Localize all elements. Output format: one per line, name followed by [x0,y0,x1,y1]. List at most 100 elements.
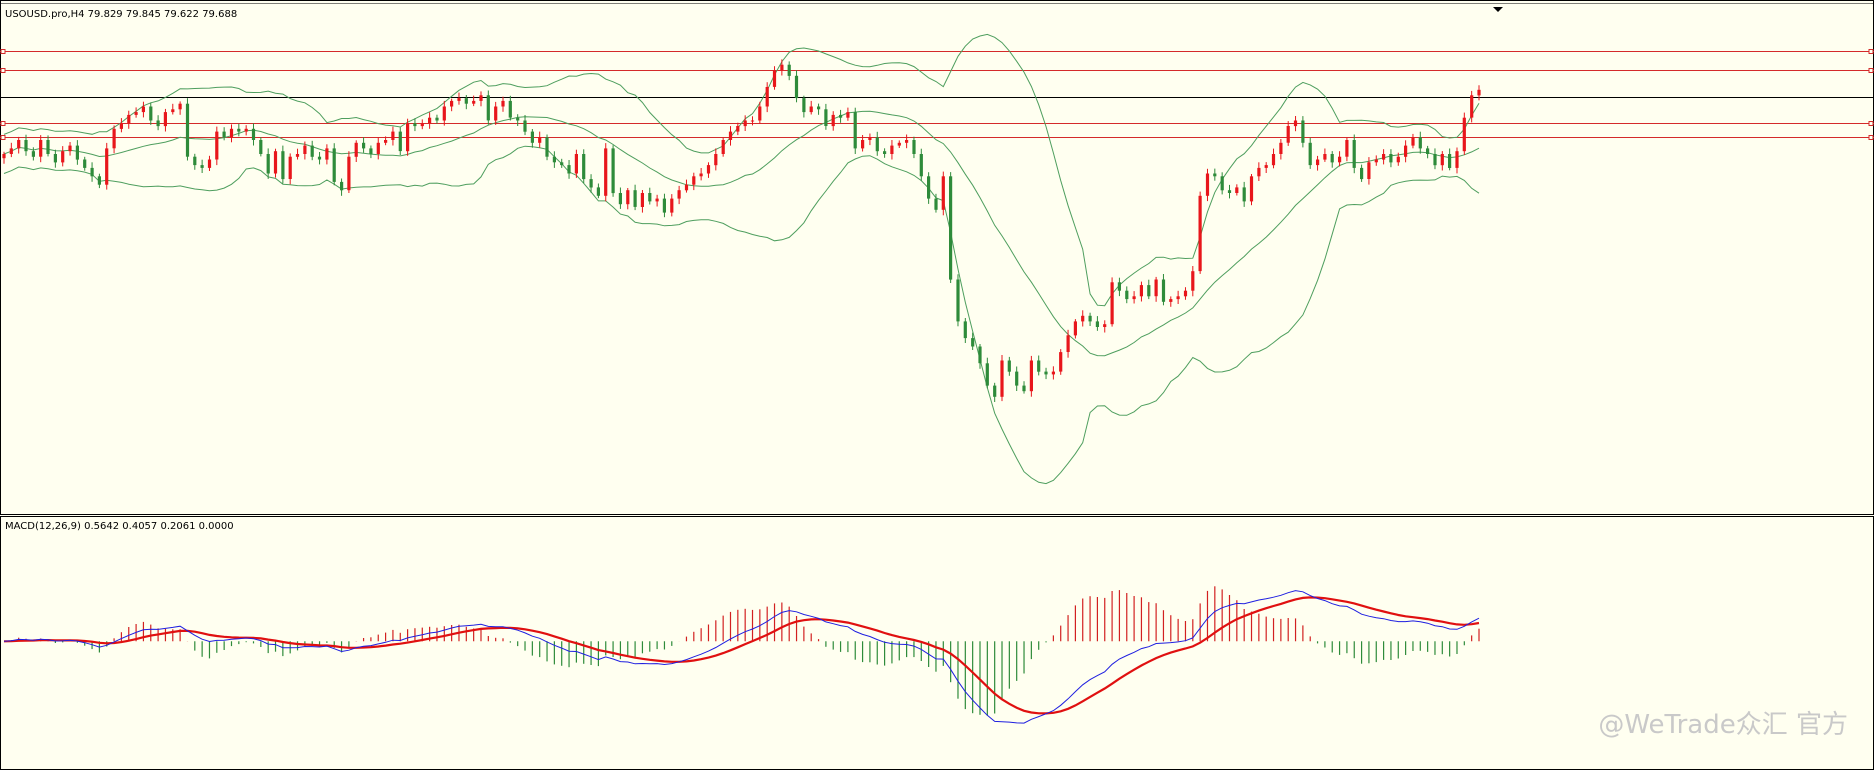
level-handle-right [1868,68,1874,73]
candle [743,115,747,131]
candle [1440,151,1444,171]
candle-body [347,156,351,191]
candle [780,59,784,76]
candle-body [171,109,175,113]
candle-body [1132,296,1136,300]
candle [295,148,300,160]
candle-body [428,117,432,124]
candle-body [538,137,542,143]
candle-body [1227,190,1232,193]
candle-body [853,112,857,149]
candle-body [406,123,410,152]
candle [149,102,153,125]
candle-body [501,100,505,107]
candle-body [391,131,395,140]
candle [288,153,292,185]
candle [567,160,571,179]
candle [839,109,843,123]
candle-body [721,140,725,154]
candle-body [1095,321,1099,327]
candle-body [868,137,872,140]
candle [24,134,28,156]
bollinger-upper [3,33,1480,307]
candle-body [317,156,322,160]
candle [1433,148,1437,170]
candle-body [611,148,615,194]
candle [1396,152,1400,166]
candle-body [1147,285,1151,297]
candle [794,70,799,103]
candle [450,98,454,112]
candle-body [251,128,256,140]
candle [354,140,358,162]
candle-body [765,87,769,107]
candle [861,135,865,152]
shift-marker-icon[interactable] [1493,7,1503,12]
candle-body [1183,290,1188,297]
candle-body [1470,95,1474,118]
candle-body [589,179,593,188]
main-price-panel[interactable]: USOUSD.pro,H4 79.829 79.845 79.622 79.68… [0,0,1874,515]
candle-body [890,145,894,154]
candle-body [706,165,711,174]
candle [978,344,982,369]
candle [545,134,549,161]
candle [1198,191,1202,274]
candle [1367,157,1371,185]
candle [1081,310,1085,327]
candle-body [809,106,813,113]
candle-body [1374,159,1378,163]
candle-body [39,140,43,157]
candle-body [112,128,116,149]
candle [222,127,226,141]
candle [105,142,109,190]
candle [1301,116,1305,148]
macd-panel[interactable]: MACD(12,26,9) 0.5642 0.4057 0.2061 0.000… [0,516,1874,770]
candle-body [971,338,975,347]
candle-body [273,151,278,174]
candle [134,107,138,118]
candle [1235,184,1239,196]
candle-body [1191,271,1195,291]
candle-body [618,193,622,205]
candle-body [1418,137,1422,149]
candle [626,188,630,210]
candle-body [758,106,762,121]
candle [207,155,212,171]
candle [1095,316,1099,331]
candle [391,126,395,146]
candle [618,187,622,209]
candle [1462,112,1466,155]
candle [1293,116,1298,132]
macd-histogram [10,586,1480,716]
candle [215,126,219,166]
candle-body [259,140,263,154]
candle-body [105,148,109,185]
candle-body [831,114,835,127]
candle [1374,155,1378,166]
candle [1220,172,1224,195]
candle [1117,277,1121,297]
candle [347,151,351,193]
candle-body [912,140,916,154]
macd-lines [3,590,1480,724]
candle-body [574,154,578,174]
candle-body [486,95,490,121]
candle-body [1198,195,1202,272]
candle [413,118,417,132]
candle-body [1117,282,1121,291]
candle-body [1352,140,1356,168]
candle-body [420,123,424,127]
candle [97,173,101,189]
candle-body [1286,126,1290,143]
candle [516,114,520,126]
candle-body [1301,120,1305,143]
candle [464,95,468,110]
bollinger-lower [3,145,1480,485]
candle [1271,148,1276,169]
candle [699,168,703,181]
candle [927,172,931,204]
candle [582,149,586,184]
candle-body [61,151,65,163]
